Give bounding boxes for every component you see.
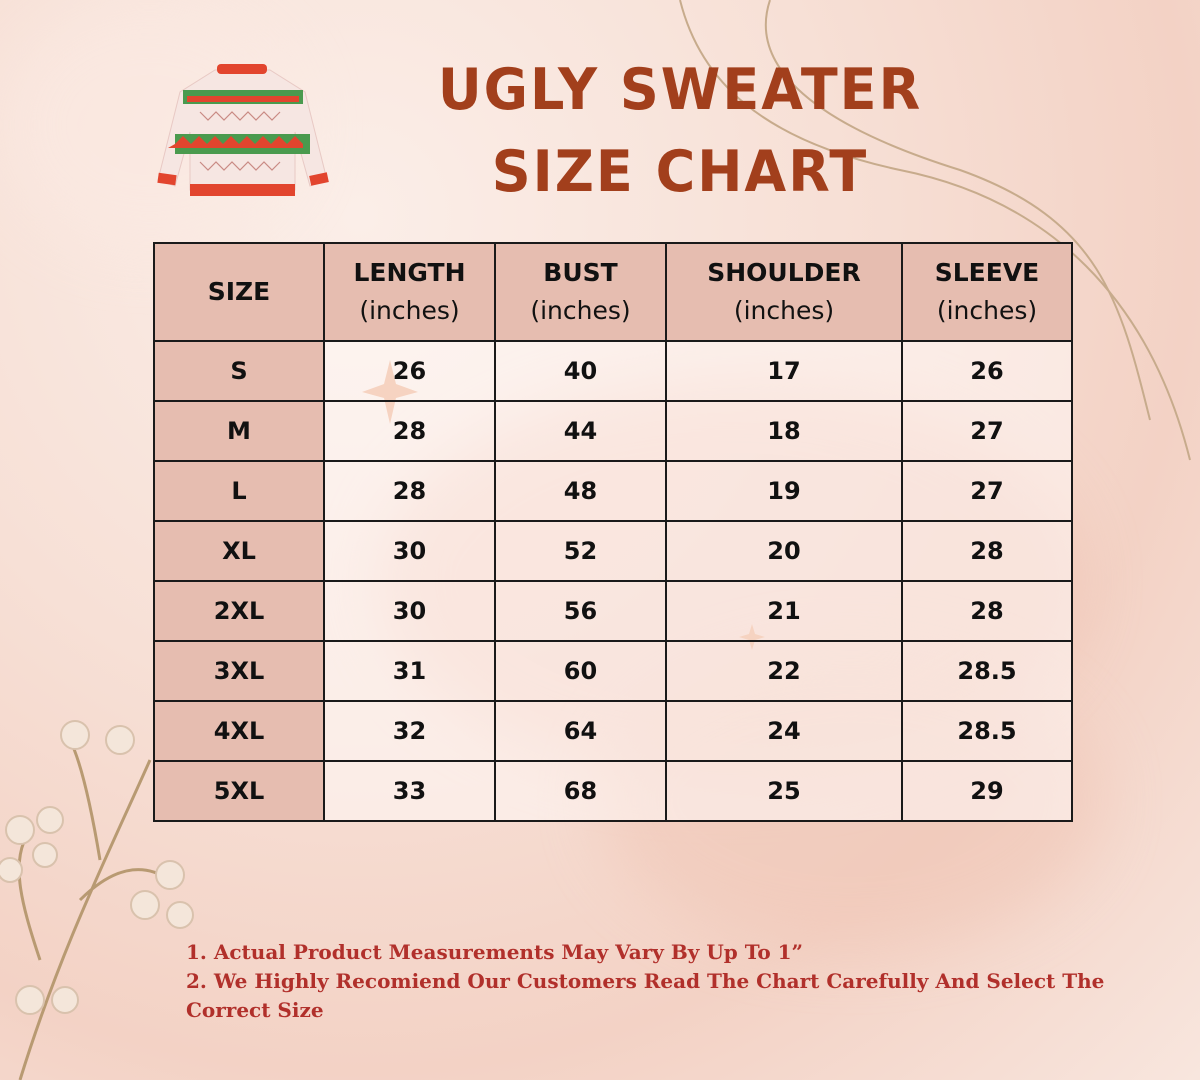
- measurement-cell: 28.5: [901, 700, 1073, 762]
- measurement-cell: 26: [323, 340, 496, 402]
- measurement-cell: 33: [323, 760, 496, 822]
- notes: 1. Actual Product Measurements May Vary …: [186, 938, 1186, 1025]
- table-row: 4XL 32 64 24 28.5: [153, 700, 1073, 762]
- note-1: 1. Actual Product Measurements May Vary …: [186, 940, 804, 964]
- size-cell: M: [153, 400, 325, 462]
- measurement-cell: 31: [323, 640, 496, 702]
- size-cell: XL: [153, 520, 325, 582]
- header-unit: (inches): [733, 296, 835, 325]
- measurement-cell: 18: [665, 400, 903, 462]
- measurement-cell: 22: [665, 640, 903, 702]
- measurement-cell: 28: [901, 520, 1073, 582]
- size-cell: 3XL: [153, 640, 325, 702]
- measurement-cell: 68: [494, 760, 667, 822]
- header-label: SIZE: [207, 277, 271, 306]
- measurement-cell: 29: [901, 760, 1073, 822]
- size-chart-table: SIZE LENGTH (inches) BUST (inches) SHOULDER (i…: [153, 242, 1073, 822]
- measurement-cell: 48: [494, 460, 667, 522]
- column-header-shoulder: SHOULDER (inches): [665, 242, 903, 342]
- measurement-cell: 40: [494, 340, 667, 402]
- column-header-sleeve: SLEEVE (inches): [901, 242, 1073, 342]
- measurement-cell: 64: [494, 700, 667, 762]
- measurement-cell: 32: [323, 700, 496, 762]
- size-cell: S: [153, 340, 325, 402]
- table-row: 2XL 30 56 21 28: [153, 580, 1073, 642]
- header-label: BUST: [543, 258, 618, 287]
- measurement-cell: 28: [323, 400, 496, 462]
- measurement-cell: 26: [901, 340, 1073, 402]
- measurement-cell: 52: [494, 520, 667, 582]
- table-row: S 26 40 17 26: [153, 340, 1073, 402]
- measurement-cell: 21: [665, 580, 903, 642]
- column-header-length: LENGTH (inches): [323, 242, 496, 342]
- size-cell: L: [153, 460, 325, 522]
- measurement-cell: 44: [494, 400, 667, 462]
- table-row: L 28 48 19 27: [153, 460, 1073, 522]
- title-line-1: UGLY SWEATER: [437, 56, 923, 123]
- measurement-cell: 28.5: [901, 640, 1073, 702]
- measurement-cell: 27: [901, 400, 1073, 462]
- measurement-cell: 20: [665, 520, 903, 582]
- header-unit: (inches): [936, 296, 1038, 325]
- header-label: SHOULDER: [707, 258, 861, 287]
- measurement-cell: 24: [665, 700, 903, 762]
- header-unit: (inches): [530, 296, 631, 325]
- measurement-cell: 30: [323, 520, 496, 582]
- measurement-cell: 25: [665, 760, 903, 822]
- size-cell: 4XL: [153, 700, 325, 762]
- measurement-cell: 19: [665, 460, 903, 522]
- measurement-cell: 27: [901, 460, 1073, 522]
- column-header-size: SIZE: [153, 242, 325, 342]
- measurement-cell: 56: [494, 580, 667, 642]
- header-label: SLEEVE: [934, 258, 1040, 287]
- sweater-icon: [157, 64, 329, 196]
- measurement-cell: 28: [901, 580, 1073, 642]
- measurement-cell: 60: [494, 640, 667, 702]
- measurement-cell: 30: [323, 580, 496, 642]
- measurement-cell: 17: [665, 340, 903, 402]
- measurement-cell: 28: [323, 460, 496, 522]
- table-row: M 28 44 18 27: [153, 400, 1073, 462]
- header-unit: (inches): [359, 296, 460, 325]
- table-row: XL 30 52 20 28: [153, 520, 1073, 582]
- size-cell: 2XL: [153, 580, 325, 642]
- title-line-2: SIZE CHART: [491, 138, 869, 205]
- header-row: SIZE LENGTH (inches) BUST (inches) SHOULDER (i…: [153, 242, 1073, 342]
- table-row: 5XL 33 68 25 29: [153, 760, 1073, 822]
- table-row: 3XL 31 60 22 28.5: [153, 640, 1073, 702]
- header-label: LENGTH: [353, 258, 466, 287]
- note-2: 2. We Highly Recomiend Our Customers Rea…: [186, 969, 1105, 1022]
- size-cell: 5XL: [153, 760, 325, 822]
- column-header-bust: BUST (inches): [494, 242, 667, 342]
